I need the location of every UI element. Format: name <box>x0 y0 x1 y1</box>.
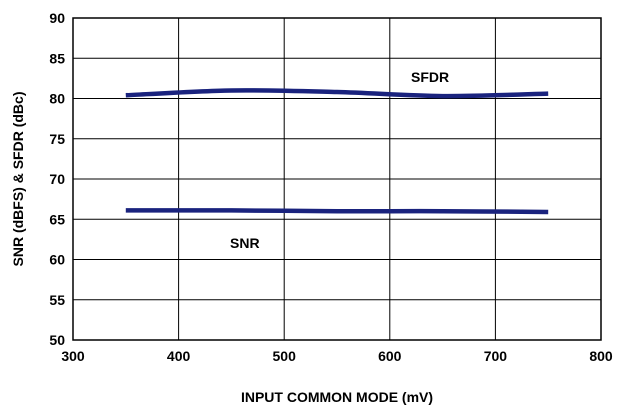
series-label-snr: SNR <box>230 235 260 251</box>
y-tick-label: 60 <box>49 252 65 268</box>
y-tick-label: 90 <box>49 10 65 26</box>
y-tick-label: 70 <box>49 171 65 187</box>
series-line-sfdr <box>125 88 549 99</box>
y-tick-label: 55 <box>49 292 65 308</box>
x-tick-label: 600 <box>378 348 402 364</box>
y-tick-label: 65 <box>49 211 65 227</box>
y-tick-labels: 50 55 60 65 70 75 80 85 90 <box>49 10 65 348</box>
series-line-snr <box>125 208 549 215</box>
x-tick-label: 800 <box>589 348 613 364</box>
x-tick-label: 700 <box>484 348 508 364</box>
series-lines <box>125 88 549 215</box>
y-tick-label: 80 <box>49 91 65 107</box>
y-tick-label: 75 <box>49 131 65 147</box>
x-tick-label: 500 <box>273 348 297 364</box>
series-label-sfdr: SFDR <box>411 69 449 85</box>
x-tick-labels: 300 400 500 600 700 800 <box>61 348 613 364</box>
x-tick-label: 300 <box>61 348 85 364</box>
y-tick-label: 50 <box>49 332 65 348</box>
x-axis-label: INPUT COMMON MODE (mV) <box>241 389 433 405</box>
plot-frame <box>72 17 602 341</box>
y-axis-label: SNR (dBFS) & SFDR (dBc) <box>10 92 26 267</box>
x-tick-label: 400 <box>167 348 191 364</box>
y-tick-label: 85 <box>49 50 65 66</box>
